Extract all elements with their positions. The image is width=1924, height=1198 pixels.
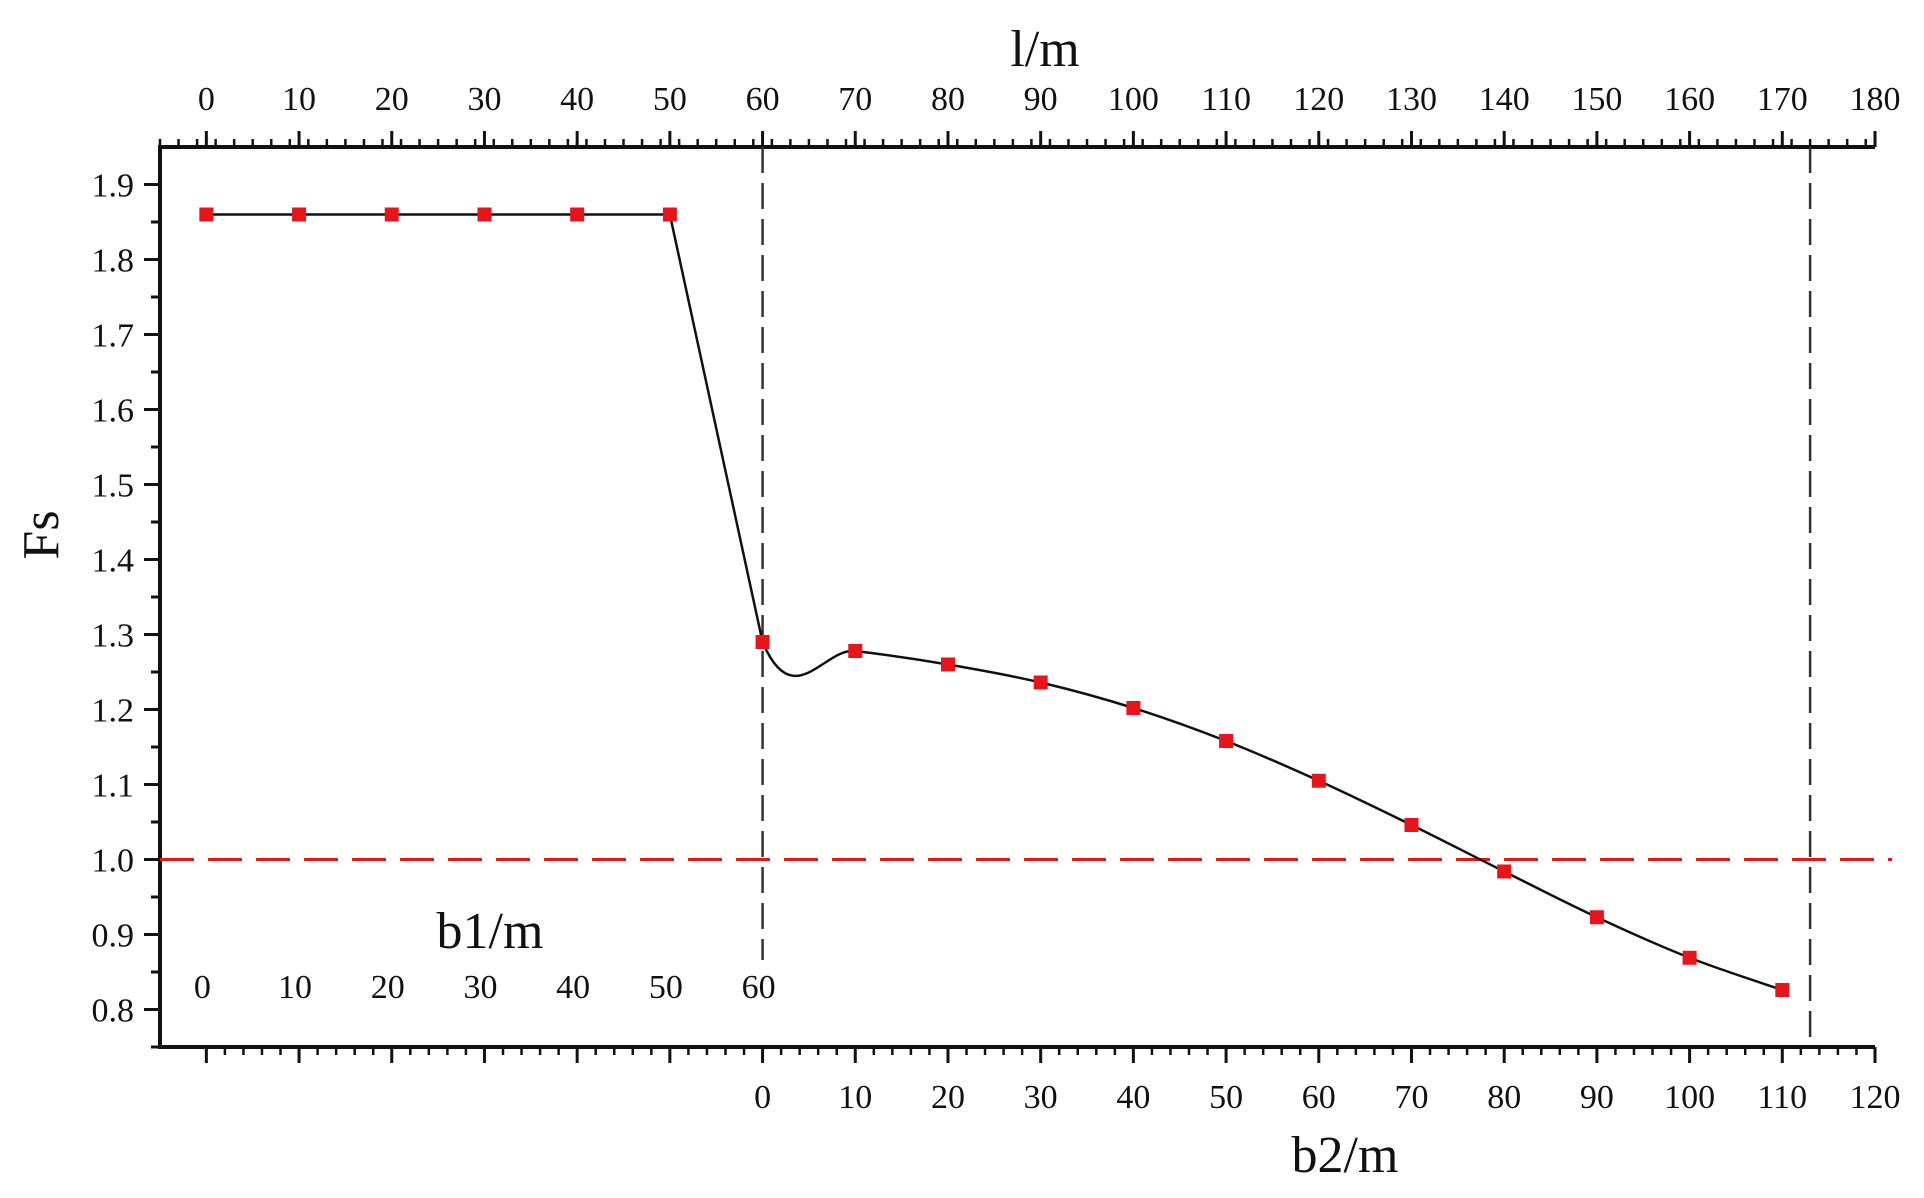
x-b2-tick-label: 30	[1024, 1079, 1058, 1116]
data-point-marker	[1775, 983, 1790, 997]
x-b1-tick-label: 0	[194, 969, 211, 1006]
x-b1-tick-label: 10	[278, 969, 312, 1006]
y-tick-label: 1.3	[92, 618, 135, 655]
x-b2-tick-label: 20	[931, 1079, 965, 1116]
x-top-tick-label: 60	[746, 81, 780, 118]
x-top-tick-label: 100	[1108, 81, 1159, 118]
x-top-tick-label: 70	[838, 81, 872, 118]
x-top-tick-label: 80	[931, 81, 965, 118]
x-top-tick-label: 110	[1201, 81, 1251, 118]
x-top-tick-label: 50	[653, 81, 687, 118]
x-b2-tick-label: 40	[1116, 1079, 1150, 1116]
x-b2-tick-label: 100	[1664, 1079, 1715, 1116]
x-b2-tick-label: 50	[1209, 1079, 1243, 1116]
data-point-marker	[384, 207, 399, 222]
x-b1-tick-label: 40	[556, 969, 590, 1006]
x-top-tick-label: 140	[1479, 81, 1530, 118]
y-tick-label: 1.1	[92, 768, 135, 805]
x-top-tick-label: 170	[1757, 81, 1808, 118]
data-point-marker	[1311, 773, 1326, 788]
axis-titles: l/m b2/m b1/m Fs	[13, 21, 1398, 1184]
y-tick-label: 1.8	[92, 243, 135, 280]
x-top-tick-label: 20	[375, 81, 409, 118]
x-b2-tick-label: 60	[1302, 1079, 1336, 1116]
x-b1-tick-label: 50	[649, 969, 683, 1006]
x-top-tick-label: 180	[1850, 81, 1901, 118]
plot-frame	[158, 145, 1875, 1049]
data-point-marker	[477, 207, 492, 222]
x-top-tick-label: 90	[1024, 81, 1058, 118]
data-point-marker	[755, 635, 770, 649]
data-point-marker	[292, 207, 307, 222]
x-top-tick-label: 160	[1664, 81, 1715, 118]
y-tick-label: 1.9	[92, 168, 135, 205]
y-tick-label: 1.6	[92, 393, 135, 430]
data-point-marker	[1219, 734, 1234, 748]
x-top-tick-label: 10	[282, 81, 316, 118]
x-b1-tick-label: 30	[463, 969, 497, 1006]
x-b2-tick-label: 90	[1580, 1079, 1614, 1116]
x-b2-tick-label: 110	[1757, 1079, 1807, 1116]
data-point-marker	[848, 644, 863, 658]
data-point-marker	[662, 207, 677, 222]
x-top-tick-label: 130	[1386, 81, 1437, 118]
y-tick-label: 0.8	[92, 993, 135, 1030]
data-point-marker	[1497, 864, 1512, 879]
y-tick-label: 1.0	[92, 843, 135, 880]
x-b2-tick-label: 80	[1487, 1079, 1521, 1116]
x-b1-tick-label: 60	[742, 969, 776, 1006]
series-line	[206, 213, 1783, 992]
x-b1-tick-label: 20	[371, 969, 405, 1006]
x-bottom-axis-title: b2/m	[1292, 1127, 1399, 1184]
x-top-tick-label: 40	[560, 81, 594, 118]
data-point-marker	[570, 207, 585, 222]
data-point-marker	[1033, 675, 1048, 690]
x-top-tick-label: 150	[1571, 81, 1622, 118]
x-b2-tick-label: 70	[1394, 1079, 1428, 1116]
tick-labels: 0.8 0.9 1.0 1.1 1.2 1.3 1.4 1.5 1.6 1.7 1.8 1.9 0 10 2…	[92, 81, 1901, 1116]
x-top-tick-label: 30	[467, 81, 501, 118]
x-top-axis-title: l/m	[1010, 21, 1079, 78]
y-tick-label: 1.2	[92, 693, 135, 730]
y-tick-label: 0.9	[92, 918, 135, 955]
data-point-marker	[1126, 701, 1141, 715]
data-series	[199, 207, 1790, 997]
x-top-tick-label: 120	[1293, 81, 1344, 118]
y-axis-title: Fs	[13, 510, 70, 559]
axis-ticks	[144, 131, 1877, 1063]
data-point-marker	[1682, 950, 1697, 965]
y-tick-label: 1.4	[92, 543, 135, 580]
x-b2-tick-label: 10	[838, 1079, 872, 1116]
data-point-marker	[940, 657, 955, 672]
x-top-tick-label: 0	[198, 81, 215, 118]
data-point-marker	[199, 207, 214, 222]
x-b2-tick-label: 120	[1850, 1079, 1901, 1116]
data-point-marker	[1404, 818, 1419, 832]
data-point-marker	[1589, 910, 1604, 925]
x-b2-tick-label: 0	[754, 1079, 771, 1116]
y-tick-label: 1.7	[92, 318, 135, 355]
reference-lines	[160, 147, 1892, 1047]
y-tick-label: 1.5	[92, 468, 135, 505]
inner-axis-title: b1/m	[437, 903, 544, 960]
